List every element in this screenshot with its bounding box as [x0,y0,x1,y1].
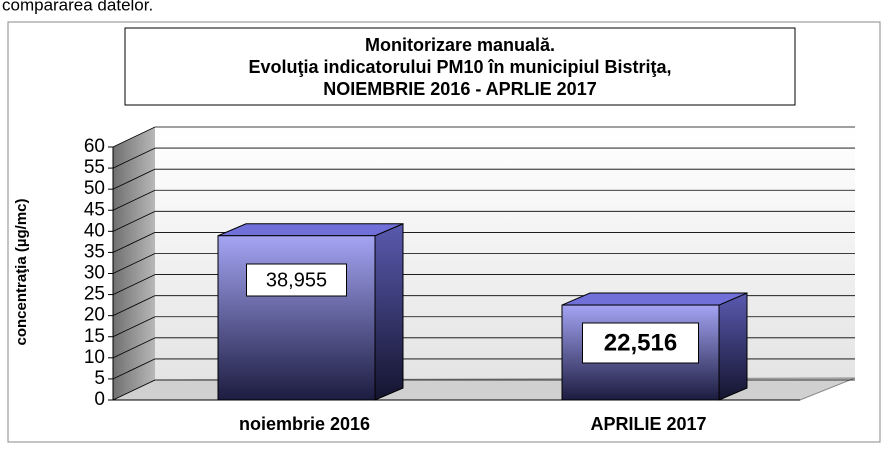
x-tick-label: APRILIE 2017 [590,414,706,434]
bar-top [217,223,404,237]
y-tick-label: 5 [94,368,105,389]
grid-line [112,316,156,338]
value-label: 22,516 [604,329,677,356]
chart-title: Evoluţia indicatorului PM10 în municipiu… [248,57,671,77]
caption: compararea datelor. [2,0,153,14]
grid-line [112,168,156,190]
grid-line [112,126,156,148]
chart-title: Monitorizare manuală. [365,35,555,55]
bar-side [374,222,404,401]
grid-line [112,337,156,359]
grid-line [112,358,156,380]
chart-title: NOIEMBRIE 2016 - APRLIE 2017 [323,79,596,99]
value-label-box [582,322,699,364]
grid-line [112,295,156,317]
bar [217,235,376,401]
title-box [124,27,796,106]
y-tick-label: 0 [94,389,105,410]
y-tick-label: 15 [84,326,105,347]
grid-line [112,253,156,274]
y-tick-label: 50 [84,178,105,199]
y-tick-label: 45 [84,199,105,220]
bar-top [561,292,748,306]
grid-line [112,210,156,232]
value-label: 38,955 [266,269,327,291]
value-label-box [246,263,347,297]
grid-line [112,232,156,253]
y-tick-label: 55 [84,157,105,178]
y-tick-label: 40 [84,220,105,241]
y-tick-label: 20 [84,305,105,326]
y-tick-label: 25 [84,284,105,305]
grid-line [112,274,156,295]
grid-line [112,189,156,211]
y-tick-label: 10 [84,347,105,368]
y-tick-label: 35 [84,241,105,262]
grid-line [112,379,156,401]
bar-side [718,292,748,401]
y-tick-label: 60 [84,136,105,157]
grid-line [112,147,156,169]
x-tick-label: noiembrie 2016 [239,414,370,434]
y-tick-label: 30 [84,263,105,284]
y-axis-title: concentraţia (µg/mc) [13,198,30,345]
